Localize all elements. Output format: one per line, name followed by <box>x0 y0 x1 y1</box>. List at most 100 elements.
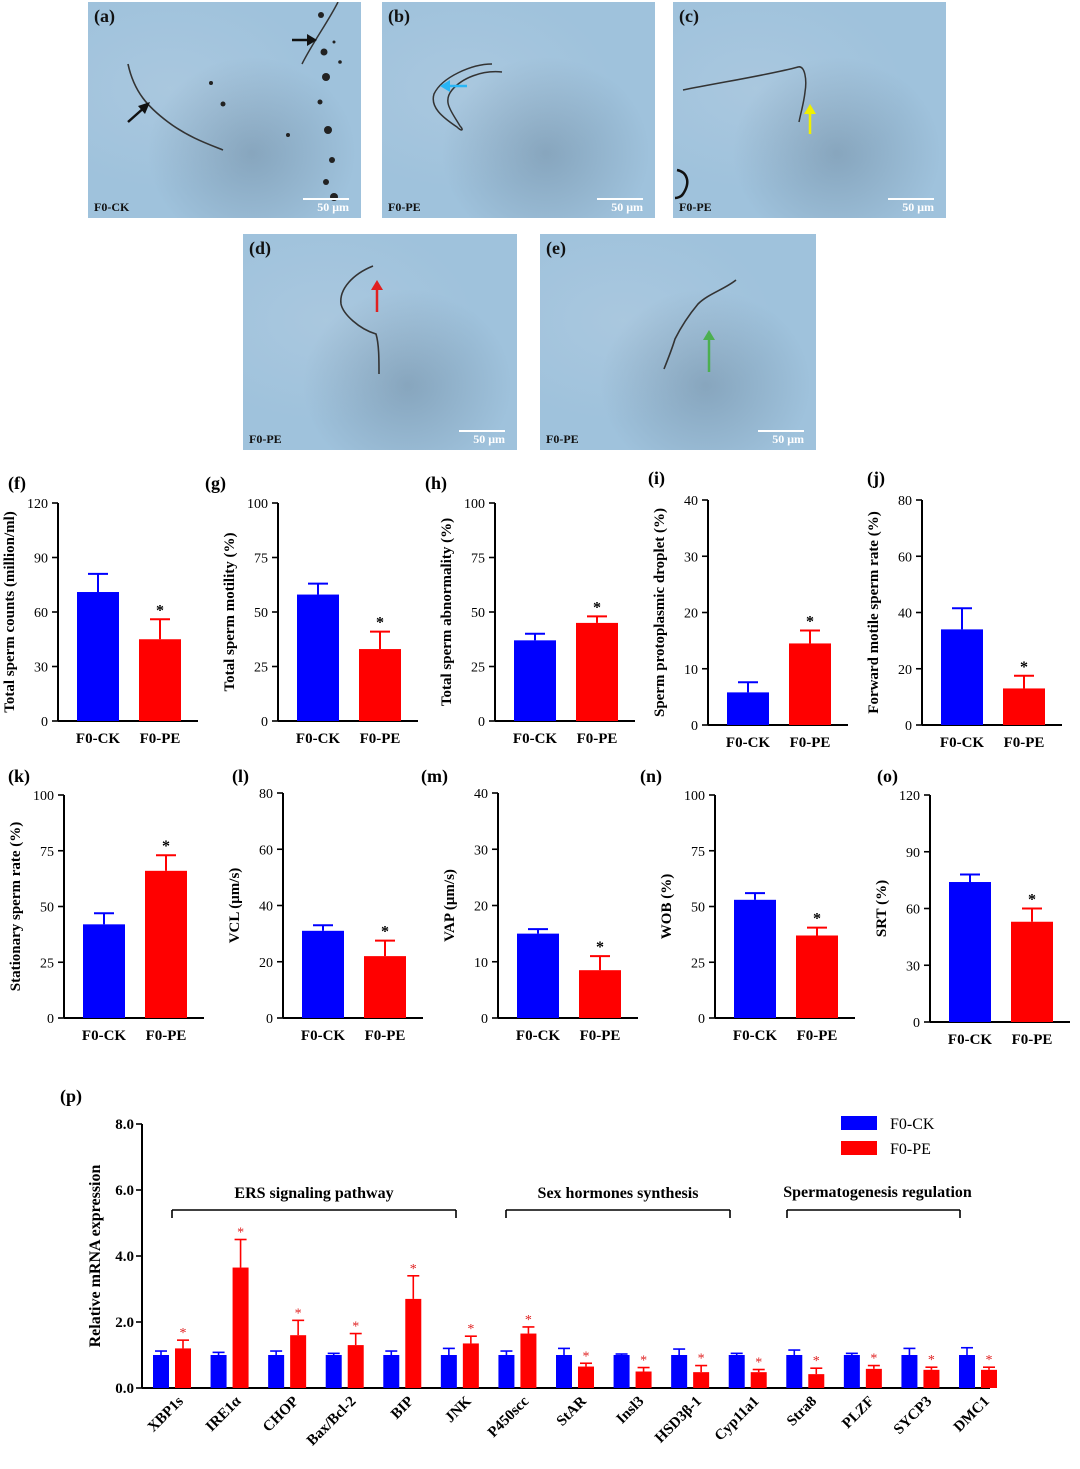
x-tick-label: F0-CK <box>726 735 770 751</box>
scale-bar <box>303 198 349 200</box>
panel-label: (h) <box>425 473 447 494</box>
significance-mark: * <box>813 1354 820 1369</box>
bar-f0-pe <box>290 1335 307 1388</box>
bar-f0-ck <box>83 924 125 1018</box>
significance-mark: * <box>376 615 384 632</box>
bar-f0-pe <box>462 1343 479 1388</box>
scale-label: 50 μm <box>473 432 505 446</box>
x-tick-label: SYCP3 <box>891 1394 935 1438</box>
y-tick-label: 0 <box>41 715 48 730</box>
y-axis-label: Relative mRNA expression <box>87 1165 104 1348</box>
x-tick-label: P450scc <box>485 1393 532 1440</box>
y-tick-label: 30 <box>474 843 488 858</box>
significance-mark: * <box>593 599 601 616</box>
bar-f0-pe <box>520 1333 537 1388</box>
y-axis-label: Sperm protoplasmic droplet (%) <box>652 508 668 717</box>
group-label: ERS signaling pathway <box>234 1185 393 1202</box>
group-label: Spermatogenesis regulation <box>783 1184 972 1201</box>
significance-mark: * <box>755 1356 762 1371</box>
bar-f0-ck <box>297 594 339 721</box>
significance-mark: * <box>806 614 814 631</box>
y-tick-label: 75 <box>691 845 705 860</box>
significance-mark: * <box>410 1262 417 1277</box>
x-tick-label: HSD3β-1 <box>652 1394 705 1447</box>
bar-f0-pe <box>578 1366 594 1388</box>
y-tick-label: 40 <box>259 900 273 915</box>
y-tick-label: 0 <box>478 715 485 730</box>
bar-f0-ck <box>325 1355 342 1388</box>
y-tick-label: 25 <box>471 661 485 676</box>
y-tick-label: 60 <box>34 606 48 621</box>
y-tick-label: 50 <box>691 901 705 916</box>
significance-mark: * <box>352 1320 359 1335</box>
y-tick-label: 20 <box>259 956 273 971</box>
significance-mark: * <box>813 911 821 928</box>
x-tick-label: F0-CK <box>82 1028 126 1044</box>
significance-mark: * <box>180 1326 187 1341</box>
y-tick-label: 20 <box>684 607 698 622</box>
y-tick-label: 4.0 <box>115 1249 134 1265</box>
micrograph-a: (a) F0-CK 50 μm <box>88 2 361 218</box>
bar-f0-ck <box>671 1355 688 1388</box>
micrograph-b: (b) F0-PE 50 μm <box>382 2 655 218</box>
y-tick-label: 25 <box>254 661 268 676</box>
sperm-image <box>674 66 816 200</box>
y-tick-label: 20 <box>898 663 912 678</box>
scale-bar <box>597 198 643 200</box>
x-tick-label: F0-CK <box>76 731 120 747</box>
y-tick-label: 60 <box>898 550 912 565</box>
x-tick-label: Insl3 <box>614 1394 648 1428</box>
y-axis-label: Stationary sperm rate (%) <box>8 822 24 992</box>
significance-mark: * <box>640 1354 647 1369</box>
group-label: F0-PE <box>546 432 579 446</box>
bar-chart-g: (g) 0 25 50 75 100 Total sperm motility (%) F0-… <box>205 473 418 747</box>
scale-label: 50 μm <box>772 432 804 446</box>
bar-chart-p: (p) 0.0 2.0 4.0 6.0 8.0 Relative mRNA expressi… <box>60 1086 997 1449</box>
y-tick-label: 0 <box>261 715 268 730</box>
panel-label: (f) <box>8 473 26 494</box>
significance-mark: * <box>928 1353 935 1368</box>
sperm-image <box>127 2 342 201</box>
x-tick-label: DMC1 <box>951 1394 993 1436</box>
bar-f0-pe <box>750 1372 767 1388</box>
panel-label: (c) <box>679 6 699 26</box>
significance-mark: * <box>1020 659 1028 676</box>
significance-mark: * <box>295 1306 302 1321</box>
bar-f0-ck <box>498 1355 515 1388</box>
panel-label: (j) <box>867 468 885 489</box>
bar-f0-pe <box>1011 921 1053 1022</box>
scale-bar <box>888 198 934 200</box>
bar-f0-ck <box>786 1355 803 1388</box>
bar-f0-ck <box>210 1355 227 1388</box>
legend-swatch-f0-ck <box>841 1116 877 1130</box>
sperm-image <box>340 265 383 375</box>
bar-f0-pe <box>364 956 406 1018</box>
bar-chart-i: (i) 0 10 20 30 40 Sperm protoplasmic droplet (… <box>648 468 848 751</box>
bar-f0-pe <box>347 1345 364 1388</box>
significance-mark: * <box>698 1352 705 1367</box>
panel-label: (p) <box>60 1086 82 1107</box>
scale-label: 50 μm <box>317 200 349 214</box>
panel-label: (g) <box>205 473 226 494</box>
bar-f0-ck <box>556 1355 572 1388</box>
x-tick-label: CHOP <box>260 1394 302 1436</box>
y-tick-label: 20 <box>474 900 488 915</box>
significance-mark: * <box>583 1349 590 1364</box>
y-tick-label: 10 <box>684 663 698 678</box>
y-tick-label: 50 <box>254 606 268 621</box>
bar-chart-f: (f) 0 30 60 90 120 Total sperm counts (million… <box>2 473 198 747</box>
y-tick-label: 6.0 <box>115 1183 134 1199</box>
significance-mark: * <box>596 939 604 956</box>
x-tick-label: F0-CK <box>948 1032 992 1048</box>
bar-chart-m: (m) 0 10 20 30 40 VAP (μm/s) F0-CK F0-PE * <box>421 766 638 1044</box>
group-label: F0-CK <box>94 200 130 214</box>
group-label: F0-PE <box>388 200 421 214</box>
y-axis-label: WOB (%) <box>659 874 675 939</box>
x-tick-label: Cyp11a1 <box>712 1394 763 1445</box>
y-tick-label: 30 <box>684 550 698 565</box>
y-tick-label: 2.0 <box>115 1315 134 1331</box>
y-tick-label: 80 <box>259 787 273 802</box>
y-tick-label: 0 <box>481 1012 488 1027</box>
group-label: F0-PE <box>249 432 282 446</box>
x-tick-label: F0-CK <box>513 731 557 747</box>
